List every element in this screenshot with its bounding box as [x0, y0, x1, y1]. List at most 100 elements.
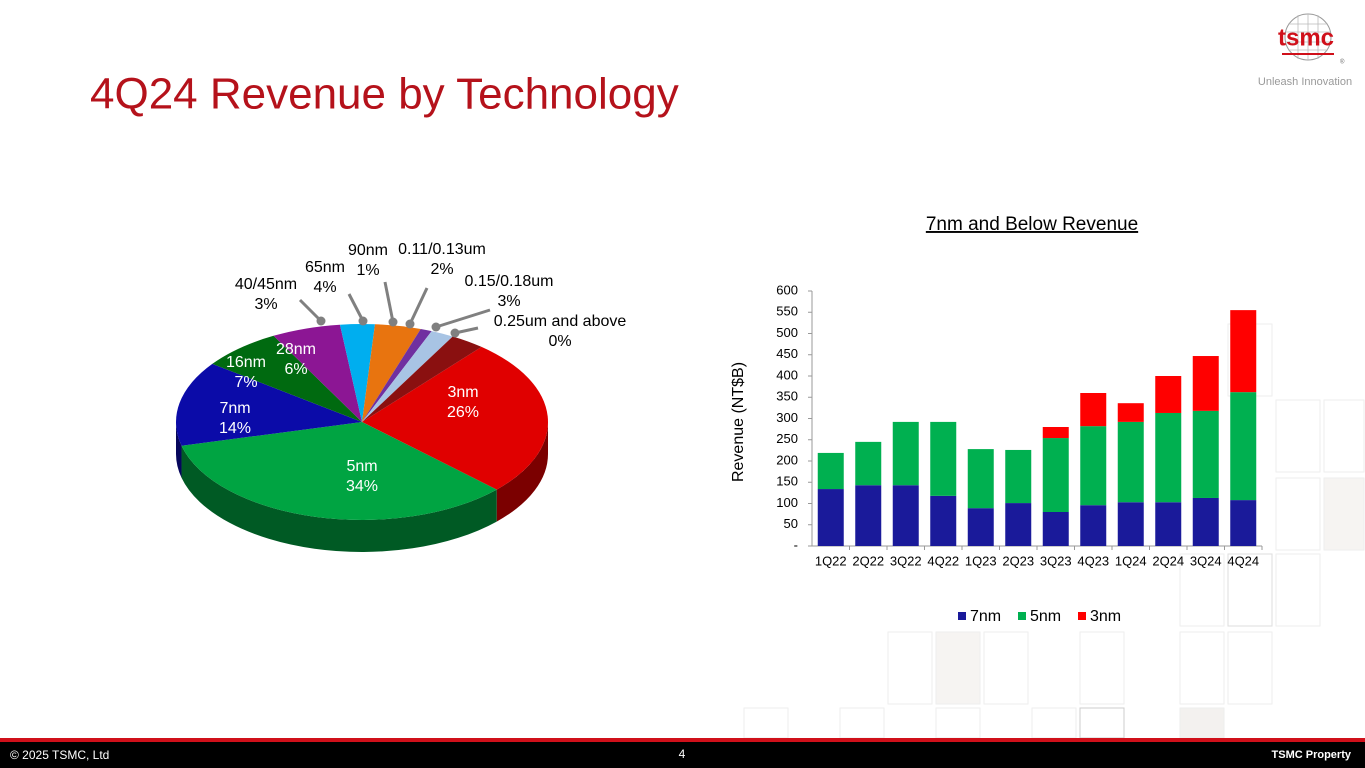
footer-stripe [0, 738, 1365, 742]
bar-segment [1042, 427, 1069, 439]
y-axis-label: Revenue (NT$B) [730, 362, 747, 482]
legend-swatch [958, 612, 966, 620]
leader-dot [450, 328, 460, 338]
bar-segment [892, 485, 919, 546]
pie-slice [362, 324, 421, 422]
bar-segment [1042, 512, 1069, 546]
y-tick-label: 100 [776, 495, 798, 510]
bar-segment [930, 495, 957, 546]
leader-line [383, 281, 395, 323]
bar-segment [1230, 392, 1257, 501]
pie-slice [362, 329, 432, 422]
bar-segment [1080, 505, 1107, 546]
bar-segment [817, 452, 844, 490]
pie-slice [273, 324, 362, 422]
bar-segment [1155, 376, 1182, 413]
y-tick-label: 300 [776, 410, 798, 425]
bar-segment [1192, 497, 1219, 546]
bar-segment [855, 441, 882, 486]
pie-value-label: 26% [447, 404, 479, 421]
x-tick-label: 3Q22 [890, 553, 922, 568]
pie-slice [181, 422, 497, 520]
x-tick-label: 2Q23 [1002, 553, 1034, 568]
chart-title: 7nm and Below Revenue [926, 214, 1138, 235]
footer-property: TSMC Property [1272, 749, 1352, 761]
pie-label: 16nm [226, 354, 266, 371]
pie-slice [339, 324, 375, 422]
footer-copyright: © 2025 TSMC, Ltd [10, 748, 109, 762]
pie-value-label: 3% [497, 293, 520, 310]
x-tick-label: 2Q24 [1152, 553, 1184, 568]
legend-label: 7nm [970, 608, 1001, 625]
y-tick-label: 500 [776, 325, 798, 340]
bar-segment [1080, 393, 1107, 427]
bar-segment [1005, 449, 1032, 504]
pie-label: 28nm [276, 341, 316, 358]
bar-segment [855, 485, 882, 546]
x-tick-label: 1Q24 [1115, 553, 1147, 568]
bar-segment [930, 421, 957, 496]
y-tick-label: 350 [776, 389, 798, 404]
leader-dot [405, 319, 415, 329]
x-tick-label: 1Q23 [965, 553, 997, 568]
pie-value-label: 7% [234, 374, 257, 391]
bar-segment [1117, 502, 1144, 546]
bar-segment [1155, 502, 1182, 546]
pie-label: 40/45nm [235, 276, 297, 293]
y-tick-label: 600 [776, 282, 798, 297]
x-tick-label: 4Q24 [1227, 553, 1259, 568]
leader-line [408, 287, 429, 325]
bar-segment [967, 449, 994, 509]
pie-value-label: 6% [284, 361, 307, 378]
bar-segment [1117, 403, 1144, 422]
x-tick-label: 4Q22 [927, 553, 959, 568]
pie-slice [362, 331, 453, 422]
pie-value-label: 4% [313, 279, 336, 296]
pie-value-label: 2% [430, 261, 453, 278]
pie-value-label: 3% [254, 296, 277, 313]
pie-slice [362, 346, 548, 490]
y-tick-label: 50 [784, 516, 798, 531]
page-number: 4 [679, 747, 686, 761]
bar-segment [1192, 410, 1219, 498]
bar-segment [1230, 500, 1257, 546]
footer-bar [0, 742, 1365, 768]
leader-line [347, 293, 365, 322]
legend-swatch [1078, 612, 1086, 620]
pie-value-label: 34% [346, 478, 378, 495]
pie-value-label: 0% [548, 333, 571, 350]
x-tick-label: 3Q23 [1040, 553, 1072, 568]
pie-label: 3nm [447, 384, 478, 401]
bar-segment [1005, 503, 1032, 546]
pie-slice [362, 336, 482, 422]
leader-line [298, 298, 323, 323]
pie-value-label: 14% [219, 420, 251, 437]
pie-label: 0.25um and above [494, 313, 627, 330]
pie-slice [212, 335, 362, 422]
slide-title: 4Q24 Revenue by Technology [90, 70, 679, 119]
pie-slice-side [496, 422, 548, 522]
legend-label: 3nm [1090, 608, 1121, 625]
bar-segment [967, 508, 994, 546]
bar-segment [1080, 426, 1107, 506]
leader-dot [316, 316, 326, 326]
pie-label: 65nm [305, 259, 345, 276]
logo: tsmc ® Unleash Innovation [1258, 13, 1352, 88]
leader-dot [358, 316, 368, 326]
x-tick-label: 3Q24 [1190, 553, 1222, 568]
pie-label: 7nm [219, 400, 250, 417]
tagline: Unleash Innovation [1258, 76, 1352, 88]
pie-value-label: 1% [356, 262, 379, 279]
pie-label: 90nm [348, 242, 388, 259]
y-tick-label: 250 [776, 431, 798, 446]
x-tick-label: 1Q22 [815, 553, 847, 568]
bar-segment [1117, 421, 1144, 503]
logo-mark: ® [1340, 59, 1345, 66]
y-tick-label: 550 [776, 304, 798, 319]
pie-slice [176, 363, 362, 446]
leader-dot [388, 317, 398, 327]
logo-text: tsmc [1278, 24, 1334, 51]
pie-slice-side [176, 422, 182, 478]
pie-slice-side [181, 445, 497, 552]
